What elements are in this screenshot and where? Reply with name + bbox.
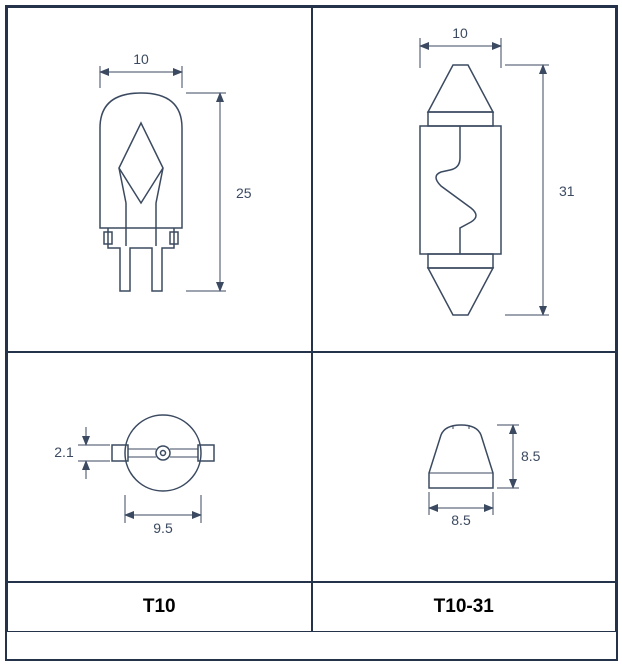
t10-side-view-cell: 10 25 [7,7,312,352]
t10-31-side-drawing: 10 31 [313,8,617,351]
t10-end-drawing: 2.1 9.5 [8,353,312,581]
t10-31-end-drawing: 8.5 8.5 [313,353,617,581]
t10-label: T10 [143,596,176,618]
t10-label-cell: T10 [7,582,312,632]
t10-31-width-label: 10 [452,25,468,41]
diagram-grid: 10 25 [5,5,618,661]
t10-width-label: 10 [133,51,149,67]
t10-end-view-cell: 2.1 9.5 [7,352,312,582]
t10-31-cap-height-label: 8.5 [521,448,541,464]
t10-tab-height-label: 2.1 [54,444,74,460]
t10-body-width-label: 9.5 [153,520,173,536]
t10-31-label-cell: T10-31 [312,582,617,632]
t10-height-label: 25 [236,185,252,201]
t10-side-drawing: 10 25 [8,8,312,351]
t10-31-end-view-cell: 8.5 8.5 [312,352,617,582]
t10-31-cap-width-label: 8.5 [451,512,471,528]
t10-31-height-label: 31 [559,183,575,199]
t10-31-label: T10-31 [434,596,494,618]
t10-31-side-view-cell: 10 31 [312,7,617,352]
